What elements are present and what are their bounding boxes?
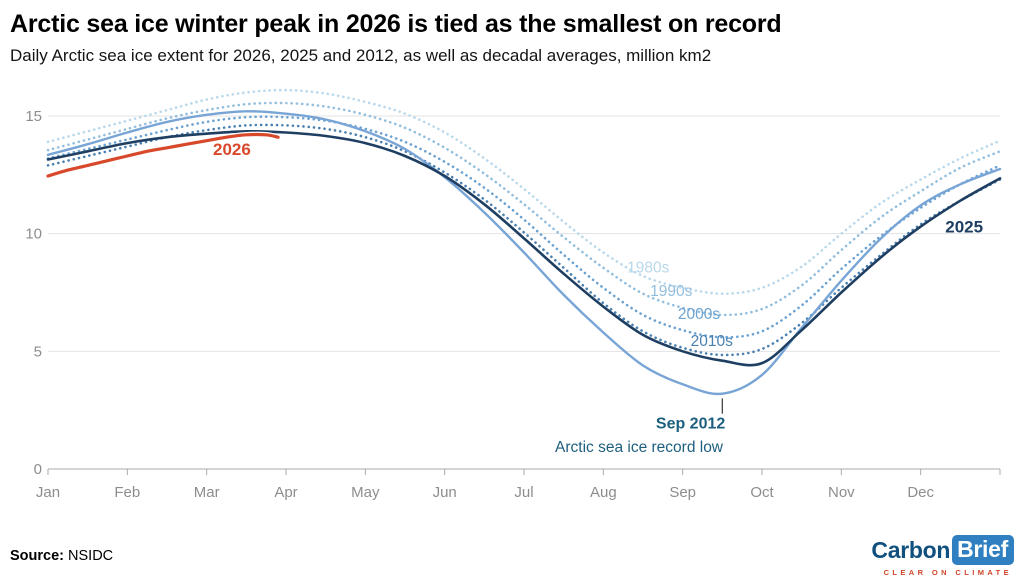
series-label-2025: 2025 (945, 217, 983, 236)
x-tick-label: Oct (750, 484, 774, 501)
carbonbrief-logo: Carbon Brief CLEAR ON CLIMATE (871, 535, 1014, 577)
x-tick-label: Jul (514, 484, 533, 501)
y-tick-label: 15 (25, 108, 42, 125)
logo-tagline: CLEAR ON CLIMATE (883, 568, 1012, 577)
chart-canvas: 0 5 10 15 Jan Feb Mar Apr May Jun Jul Aug Sep Oct Nov D… (25, 88, 1002, 501)
x-tick-label: Feb (114, 484, 140, 501)
annotation-line2: Arctic sea ice record low (555, 439, 724, 456)
series-line-2000s (46, 115, 1002, 339)
source-note: Source: NSIDC (10, 548, 113, 564)
series-line-1990s (46, 101, 1002, 316)
series-label-2010s: 2010s (691, 333, 733, 350)
chart-header: Arctic sea ice winter peak in 2026 is ti… (0, 0, 1024, 66)
x-tick-label: Aug (590, 484, 617, 501)
logo-carbon-text: Carbon (871, 536, 951, 563)
logo-brief-text: Brief (952, 535, 1014, 565)
series-label-2026: 2026 (213, 140, 251, 159)
series-label-1990s: 1990s (650, 283, 692, 300)
x-tick-label: Dec (907, 484, 934, 501)
x-tick-label: Mar (194, 484, 220, 501)
y-tick-label: 0 (34, 461, 42, 478)
x-tick-label: Nov (828, 484, 855, 501)
series-line-2025 (46, 129, 1002, 367)
x-tick-label: May (351, 484, 380, 501)
annotation-line1: Sep 2012 (656, 415, 725, 432)
series-line-1980s (46, 88, 1002, 295)
source-label: Source: (10, 548, 64, 564)
x-tick-label: Apr (274, 484, 297, 501)
y-tick-label: 5 (34, 343, 42, 360)
logo-wordmark: Carbon Brief (871, 535, 1014, 565)
y-tick-label: 10 (25, 225, 42, 242)
x-tick-label: Jan (36, 484, 60, 501)
x-tick-label: Jun (433, 484, 457, 501)
series-line-2012 (46, 109, 1002, 395)
series-line-2026 (46, 132, 280, 178)
x-tick-label: Sep (669, 484, 696, 501)
series-line-2010s (46, 123, 1002, 356)
series-label-1980s: 1980s (627, 259, 669, 276)
source-value: NSIDC (68, 548, 114, 564)
chart-footer: Source: NSIDC Carbon Brief CLEAR ON CLIM… (10, 535, 1014, 577)
chart-title: Arctic sea ice winter peak in 2026 is ti… (10, 10, 782, 38)
chart-subtitle: Daily Arctic sea ice extent for 2026, 20… (10, 45, 712, 65)
series-label-2000s: 2000s (678, 306, 720, 323)
